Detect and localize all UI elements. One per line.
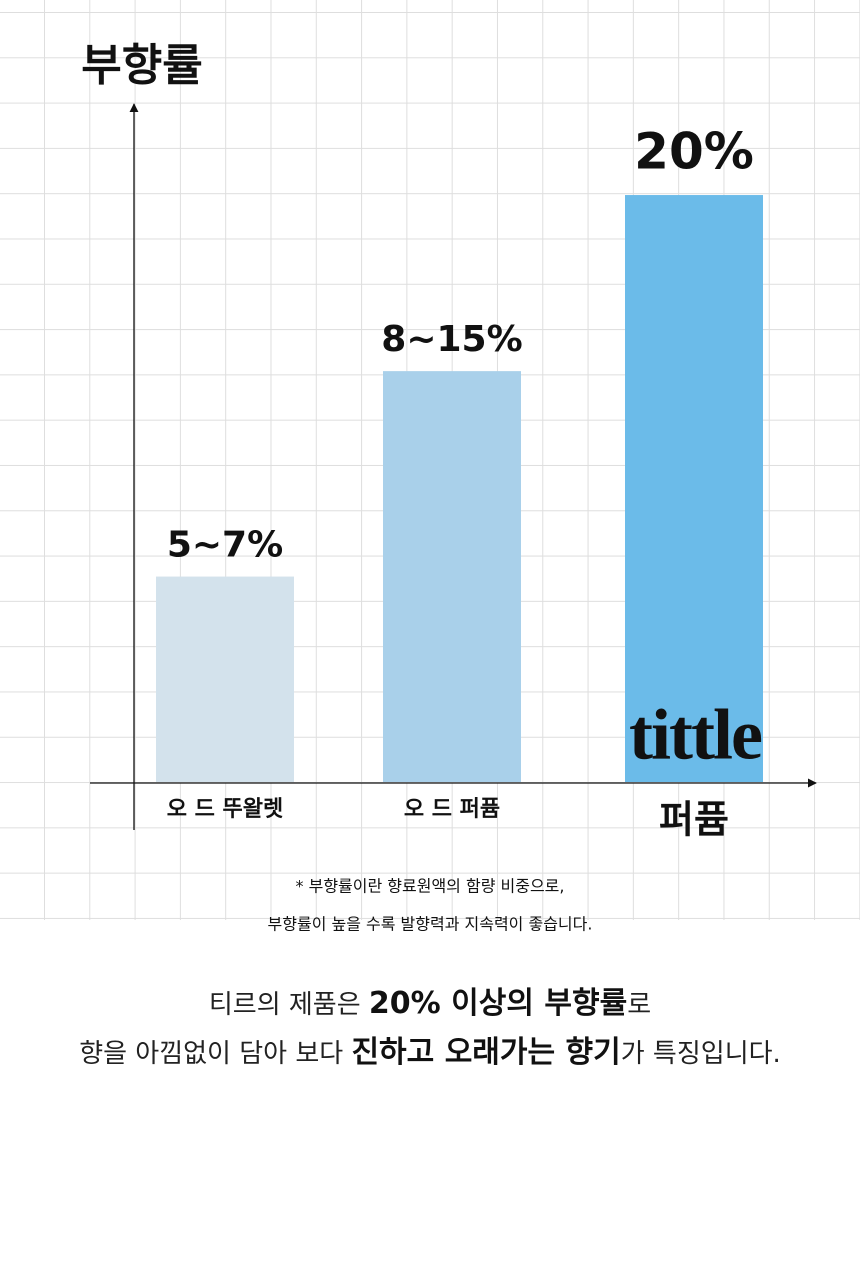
value-label: 20% [634, 123, 754, 181]
x-tick-label: 오 드 뚜왈렛 [167, 797, 284, 822]
description: 티르의 제품은 20% 이상의 부향률로 향을 아낌없이 담아 보다 진하고 오래… [0, 980, 860, 1078]
value-label: 5~7% [167, 525, 283, 566]
description-line: 티르의 제품은 20% 이상의 부향률로 [0, 980, 860, 1029]
bar [625, 195, 763, 783]
text: 로 [627, 990, 652, 1020]
emphasis: 20% 이상의 부향률 [368, 986, 628, 1021]
text: 티르의 제품은 [208, 990, 369, 1020]
note: * 부향률이란 향료원액의 함량 비중으로, [296, 877, 565, 896]
bar [156, 576, 294, 782]
x-tick-label: 퍼퓸 [659, 798, 729, 842]
text: 향을 아낌없이 담아 보다 [79, 1039, 352, 1069]
chart: 부향률 * 부향률이란 향료원액의 함량 비중으로, 부향률이 높을 수록 발향… [81, 40, 817, 934]
description-line: 향을 아낌없이 담아 보다 진하고 오래가는 향기가 특징입니다. [0, 1029, 860, 1078]
y-axis-label: 부향률 [81, 40, 202, 91]
logo: tittle [629, 695, 762, 775]
emphasis: 진하고 오래가는 향기 [351, 1035, 621, 1070]
note: 부향률이 높을 수록 발향력과 지속력이 좋습니다. [268, 915, 593, 934]
value-label: 8~15% [381, 319, 522, 360]
bar [383, 371, 521, 782]
text: 가 특징입니다. [620, 1039, 781, 1069]
x-tick-label: 오 드 퍼퓸 [404, 797, 500, 822]
